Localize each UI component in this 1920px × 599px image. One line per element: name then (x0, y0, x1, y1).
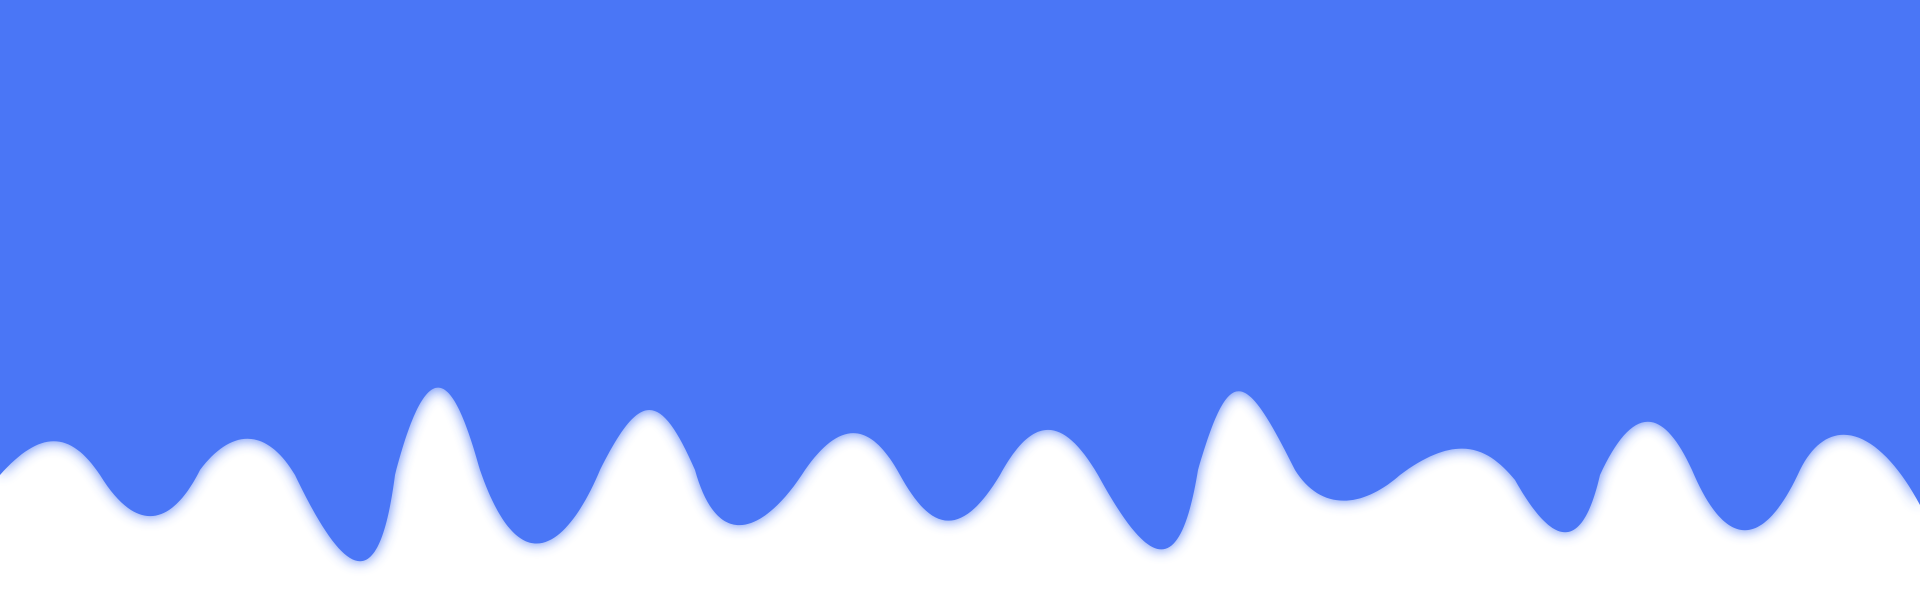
wave-shape (0, 0, 1920, 562)
